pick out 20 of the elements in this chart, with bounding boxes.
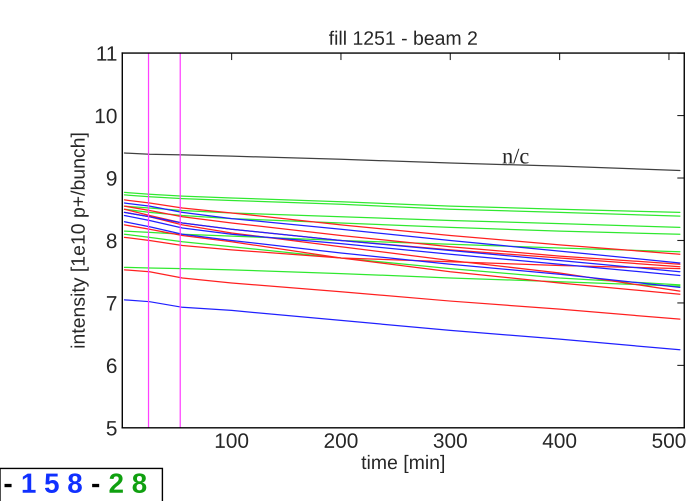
text: -	[92, 484, 100, 488]
y-tick-label: 8	[106, 233, 117, 248]
y-axis-title: intensity [1e10 p+/bunch]	[70, 133, 89, 348]
x-tick-label: 300	[434, 433, 467, 448]
x-axis-title: time [min]	[361, 454, 444, 474]
y-tick-label: 7	[106, 296, 116, 310]
text: 2 8	[110, 473, 146, 494]
y-tick-label: 10	[96, 108, 117, 124]
x-tick-label: 200	[324, 433, 358, 448]
y-tick-label: 5	[106, 421, 117, 436]
x-tick-label: 500	[652, 433, 686, 448]
y-tick-label: 6	[106, 358, 117, 374]
chart-title: fill 1251 - beam 2	[328, 30, 477, 45]
y-tick-label: 9	[106, 171, 116, 186]
x-tick-label: 100	[216, 433, 248, 448]
text: -	[4, 484, 12, 488]
y-tick-label: 11	[97, 46, 116, 61]
x-tick-label: 400	[542, 433, 576, 448]
annotation: n/c	[502, 148, 529, 164]
text: 1 5 8	[22, 473, 82, 494]
